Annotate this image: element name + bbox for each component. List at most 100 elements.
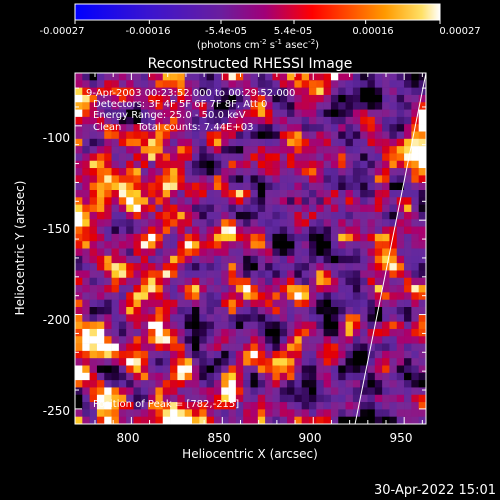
heatmap-cell — [294, 168, 302, 176]
heatmap-cell — [396, 343, 405, 352]
heatmap-cell — [396, 131, 405, 140]
heatmap-cell — [338, 336, 346, 344]
heatmap-cell — [294, 255, 302, 264]
heatmap-cell — [294, 299, 302, 308]
heatmap-cell — [228, 307, 237, 315]
heatmap-cell — [206, 270, 215, 279]
heatmap-cell — [382, 204, 390, 213]
heatmap-cell — [279, 255, 288, 264]
heatmap-cell — [140, 248, 149, 257]
heatmap-cell — [148, 138, 156, 147]
heatmap-cell — [272, 197, 281, 205]
heatmap-cell — [418, 226, 426, 235]
heatmap-cell — [89, 358, 98, 366]
heatmap-cell — [133, 116, 142, 125]
heatmap-cell — [382, 182, 390, 191]
heatmap-cell — [148, 307, 156, 315]
heatmap-cell — [243, 109, 251, 118]
heatmap-cell — [294, 109, 302, 118]
heatmap-cell — [126, 270, 134, 279]
heatmap-cell — [75, 365, 83, 374]
heatmap-cell — [265, 372, 273, 381]
heatmap-cell — [221, 73, 229, 81]
heatmap-cell — [213, 255, 222, 264]
heatmap-cell — [235, 153, 244, 162]
heatmap-cell — [192, 394, 200, 403]
heatmap-cell — [382, 402, 390, 410]
heatmap-cell — [404, 116, 412, 125]
heatmap-cell — [126, 307, 134, 315]
heatmap-cell — [148, 241, 156, 249]
heatmap-cell — [148, 102, 156, 110]
heatmap-cell — [257, 387, 266, 396]
heatmap-cell — [118, 109, 127, 118]
heatmap-cell — [82, 409, 90, 417]
heatmap-cell — [133, 226, 142, 235]
heatmap-cell — [177, 409, 185, 417]
heatmap-cell — [389, 270, 398, 279]
heatmap-cell — [140, 226, 149, 235]
heatmap-cell — [309, 94, 317, 103]
heatmap-cell — [206, 328, 215, 337]
heatmap-cell — [133, 248, 142, 257]
heatmap-cell — [235, 73, 244, 81]
heatmap-cell — [118, 124, 127, 132]
heatmap-cell — [265, 102, 273, 110]
heatmap-cell — [111, 138, 120, 147]
heatmap-cell — [250, 204, 259, 213]
heatmap-cell — [82, 233, 90, 242]
heatmap-cell — [272, 182, 281, 191]
heatmap-cell — [126, 321, 134, 330]
heatmap-cell — [140, 94, 149, 103]
heatmap-cell — [309, 175, 317, 183]
heatmap-cell — [75, 394, 83, 403]
heatmap-cell — [272, 211, 281, 220]
heatmap-cell — [199, 116, 207, 125]
heatmap-cell — [360, 124, 368, 132]
heatmap-cell — [111, 248, 120, 257]
heatmap-cell — [155, 94, 164, 103]
heatmap-cell — [389, 233, 398, 242]
heatmap-cell — [272, 116, 281, 125]
heatmap-cell — [177, 80, 185, 88]
heatmap-cell — [323, 314, 332, 322]
heatmap-cell — [96, 416, 105, 424]
heatmap-cell — [111, 80, 120, 88]
heatmap-cell — [221, 102, 229, 110]
heatmap-cell — [162, 277, 171, 286]
heatmap-cell — [192, 277, 200, 286]
heatmap-cell — [330, 336, 339, 344]
heatmap-cell — [235, 409, 244, 417]
heatmap-cell — [265, 211, 273, 220]
heatmap-cell — [404, 299, 412, 308]
y-tick-label: -150 — [43, 222, 70, 236]
heatmap-cell — [279, 87, 288, 96]
heatmap-cell — [140, 87, 149, 96]
heatmap-cell — [279, 116, 288, 125]
heatmap-cell — [111, 190, 120, 198]
heatmap-cell — [287, 219, 295, 227]
heatmap-cell — [192, 270, 200, 279]
heatmap-cell — [279, 394, 288, 403]
heatmap-cell — [111, 292, 120, 300]
heatmap-cell — [250, 102, 259, 110]
heatmap-cell — [367, 233, 376, 242]
heatmap-cell — [213, 277, 222, 286]
heatmap-cell — [257, 307, 266, 315]
heatmap-cell — [360, 321, 368, 330]
heatmap-cell — [199, 241, 207, 249]
heatmap-cell — [382, 270, 390, 279]
heatmap-cell — [118, 255, 127, 264]
heatmap-cell — [418, 394, 426, 403]
heatmap-cell — [352, 168, 361, 176]
heatmap-cell — [382, 190, 390, 198]
heatmap-cell — [75, 87, 83, 96]
heatmap-cell — [243, 182, 251, 191]
heatmap-cell — [75, 182, 83, 191]
heatmap-cell — [250, 190, 259, 198]
heatmap-cell — [184, 321, 193, 330]
heatmap-cell — [396, 80, 405, 88]
heatmap-cell — [221, 365, 229, 374]
heatmap-cell — [170, 73, 178, 81]
heatmap-cell — [367, 146, 376, 154]
